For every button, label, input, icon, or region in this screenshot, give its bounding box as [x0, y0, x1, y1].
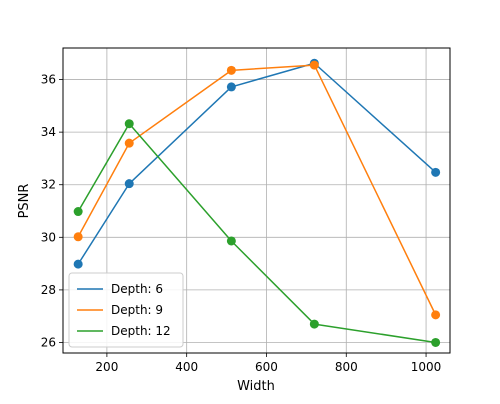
data-point	[124, 138, 134, 148]
data-point	[309, 319, 319, 329]
x-tick-label: 600	[255, 360, 278, 374]
legend-entry-label: Depth: 6	[111, 282, 163, 296]
y-tick-label: 32	[41, 178, 56, 192]
data-point	[226, 65, 236, 75]
data-point	[73, 259, 83, 269]
data-point	[124, 179, 134, 189]
y-tick-label: 28	[41, 283, 56, 297]
data-point	[431, 310, 441, 320]
legend-entry-label: Depth: 12	[111, 324, 171, 338]
y-tick-label: 36	[41, 73, 56, 87]
x-tick-label: 1000	[411, 360, 442, 374]
y-tick-label: 30	[41, 230, 56, 244]
y-axis-ticks: 26 28 30 32 34 36	[41, 73, 63, 349]
data-point	[73, 232, 83, 242]
data-point	[431, 337, 441, 347]
data-point	[73, 207, 83, 217]
x-tick-label: 400	[175, 360, 198, 374]
data-point	[226, 236, 236, 246]
data-point	[309, 60, 319, 70]
data-point	[431, 167, 441, 177]
y-tick-label: 26	[41, 335, 56, 349]
data-point	[124, 119, 134, 129]
series-2	[73, 60, 441, 320]
y-tick-label: 34	[41, 125, 56, 139]
x-tick-label: 800	[335, 360, 358, 374]
legend-entry-label: Depth: 9	[111, 303, 163, 317]
legend-box	[68, 272, 184, 348]
x-tick-label: 200	[95, 360, 118, 374]
x-axis-ticks: 200 400 600 800 1000	[95, 353, 441, 374]
plot-frame	[62, 47, 451, 354]
series-lines	[73, 58, 441, 347]
data-point	[226, 82, 236, 92]
series-3	[73, 119, 441, 347]
x-axis-label: Width	[237, 379, 275, 394]
legend: Depth: 6 Depth: 9 Depth: 12	[68, 272, 184, 348]
y-axis-label: PSNR	[17, 184, 32, 219]
